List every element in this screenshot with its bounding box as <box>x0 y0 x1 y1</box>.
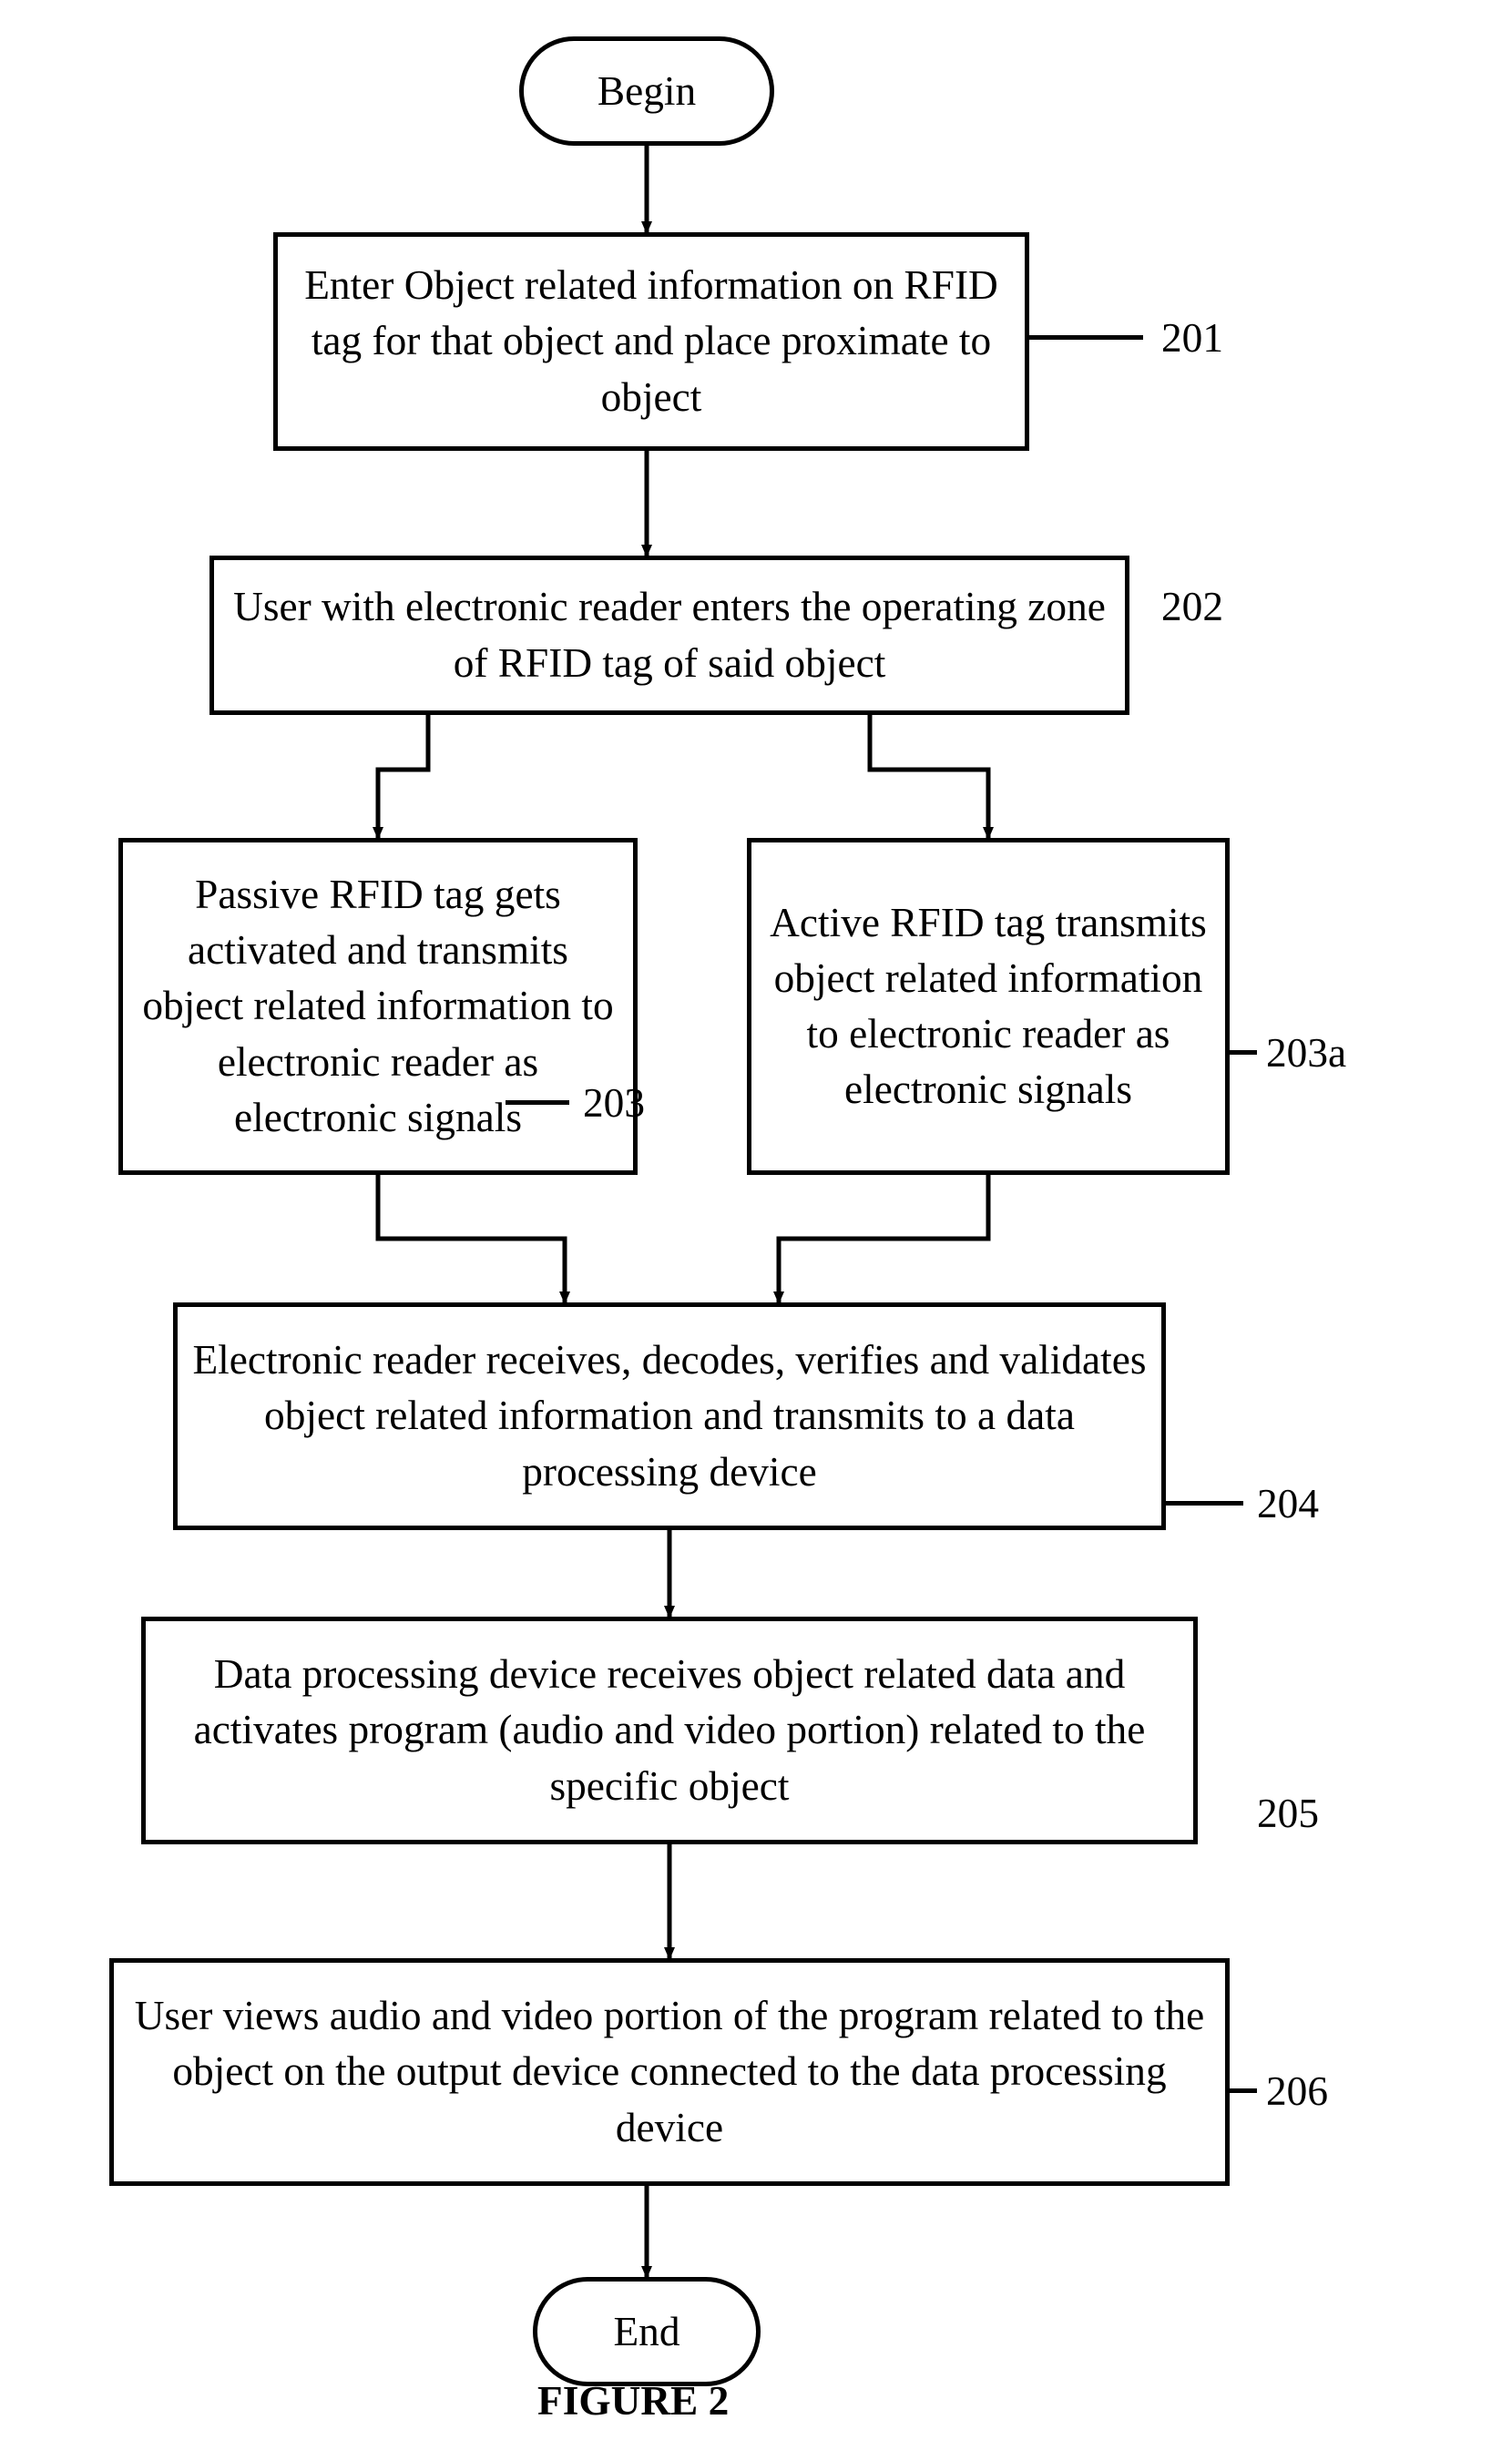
leader-206 <box>1230 2088 1257 2093</box>
label-201: 201 <box>1161 314 1223 362</box>
label-205: 205 <box>1257 1790 1319 1837</box>
figure-caption: FIGURE 2 <box>537 2377 729 2425</box>
leader-203a <box>1230 1050 1257 1055</box>
terminal-begin: Begin <box>519 36 774 146</box>
edge-203a-204 <box>779 1175 988 1302</box>
process-203a: Active RFID tag transmits object related… <box>747 838 1230 1175</box>
process-201-text: Enter Object related information on RFID… <box>278 258 1025 425</box>
leader-201 <box>1029 335 1143 340</box>
process-206-text: User views audio and video portion of th… <box>114 1988 1225 2156</box>
leader-203 <box>506 1100 569 1105</box>
process-201: Enter Object related information on RFID… <box>273 232 1029 451</box>
process-204: Electronic reader receives, decodes, ver… <box>173 1302 1166 1530</box>
process-202-text: User with electronic reader enters the o… <box>214 579 1125 690</box>
label-204: 204 <box>1257 1480 1319 1527</box>
label-203: 203 <box>583 1079 645 1127</box>
label-203a: 203a <box>1266 1029 1346 1077</box>
process-205-text: Data processing device receives object r… <box>146 1647 1193 1814</box>
label-206: 206 <box>1266 2067 1328 2115</box>
flowchart-canvas: Begin Enter Object related information o… <box>0 0 1512 2440</box>
process-202: User with electronic reader enters the o… <box>209 556 1129 715</box>
edge-202-203a <box>870 715 988 838</box>
terminal-end-text: End <box>602 2308 690 2355</box>
label-202: 202 <box>1161 583 1223 630</box>
leader-204 <box>1166 1501 1243 1506</box>
edge-203-204 <box>378 1175 565 1302</box>
terminal-end: End <box>533 2277 761 2386</box>
process-204-text: Electronic reader receives, decodes, ver… <box>178 1332 1161 1500</box>
terminal-begin-text: Begin <box>587 67 707 115</box>
process-203a-text: Active RFID tag transmits object related… <box>751 895 1225 1118</box>
process-205: Data processing device receives object r… <box>141 1617 1198 1844</box>
edge-202-203 <box>378 715 428 838</box>
process-203: Passive RFID tag gets activated and tran… <box>118 838 638 1175</box>
process-206: User views audio and video portion of th… <box>109 1958 1230 2186</box>
